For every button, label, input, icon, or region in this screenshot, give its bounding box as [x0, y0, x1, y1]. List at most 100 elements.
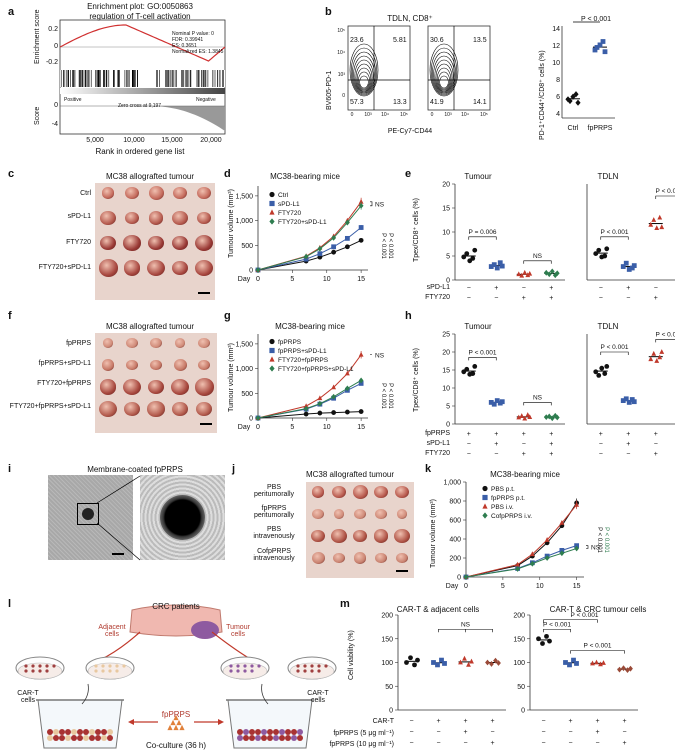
legend-label: FTY720+fpPRPS [278, 357, 329, 364]
gsea-ytick: 0 [54, 43, 58, 50]
scale-bar [112, 553, 124, 555]
dot-point [543, 414, 549, 421]
fpprps-particle [167, 724, 173, 731]
tumour [148, 211, 164, 225]
panel-label-a: a [8, 6, 15, 18]
growth-point [574, 545, 580, 552]
legend-label: sPD-L1 [278, 201, 300, 208]
viability-point [435, 662, 440, 668]
sign-cell: + [467, 431, 471, 438]
growth-point [344, 370, 350, 376]
sign-cell: + [626, 441, 630, 448]
dot-point [546, 413, 552, 420]
cell [243, 669, 247, 673]
growth-point [358, 202, 364, 209]
sign-cell: − [595, 740, 599, 747]
flow-ctrl-contour [353, 55, 375, 94]
arrow-to-well [261, 683, 269, 705]
flow-ctrl-frame [347, 25, 411, 111]
sign-cell: + [522, 431, 526, 438]
sig-label: P < 0.001 [584, 643, 612, 650]
fpprps-particle [176, 719, 182, 726]
dot-point [546, 271, 552, 278]
viability-point [544, 633, 549, 639]
sign-cell: − [467, 451, 471, 458]
chart-e-tumour-title: Tumour [464, 172, 492, 181]
tumour [99, 379, 117, 395]
cell [107, 729, 113, 735]
sign-cell: − [490, 729, 494, 736]
chart-h-tdln-title: TDLN [597, 322, 619, 331]
pval-label: P < 0.001 [603, 527, 609, 553]
ns-label: NS [375, 352, 385, 359]
tumour [124, 401, 140, 417]
growth-ytick: 800 [449, 499, 461, 506]
cell [310, 664, 314, 668]
sign-cell: − [599, 285, 603, 292]
viability-point [617, 666, 622, 673]
photo-f-row: fpPRPS+sPD-L1 [38, 360, 91, 367]
scale-bar [396, 570, 408, 572]
tumour [147, 401, 165, 417]
tumour [375, 508, 387, 520]
sig-bracket [600, 236, 629, 240]
growth-line-2 [465, 504, 577, 578]
chart-h-row: FTY720 [425, 450, 450, 457]
cell [261, 735, 267, 741]
sign-cell: + [436, 718, 440, 725]
dot-point [470, 256, 476, 261]
growth-xtick: 10 [323, 424, 331, 431]
viability-point [489, 661, 494, 667]
growth-point [358, 198, 364, 204]
gsea-xtick: 15,000 [161, 137, 183, 144]
sign-cell: + [522, 295, 526, 302]
quad-ctrl-lr: 13.3 [393, 99, 407, 106]
tumour [195, 260, 213, 276]
sign-cell: + [549, 285, 553, 292]
scale-bar [198, 292, 210, 294]
flow-xtick: 10³ [444, 112, 452, 118]
flow-ctrl-contour [350, 47, 378, 96]
sign-cell: − [409, 740, 413, 747]
growth-point [331, 384, 337, 390]
viability-point [431, 660, 436, 665]
flow-fpprps-contour [429, 43, 459, 97]
growth-xtick: 0 [256, 276, 260, 283]
cell [53, 735, 59, 741]
growth-xtick: 0 [464, 583, 468, 590]
sign-cell: − [654, 441, 658, 448]
growth-line-3 [465, 548, 577, 578]
viability-point [415, 657, 420, 663]
growth-point [358, 409, 364, 414]
cell [38, 664, 42, 668]
ns-label: NS [375, 201, 385, 208]
photo-j-row: CofpPRPS intravenously [253, 548, 295, 562]
growth-ytick: 600 [449, 518, 461, 525]
flow-plots [347, 21, 615, 119]
tumour [174, 338, 186, 348]
cell [83, 735, 89, 741]
tumour [148, 186, 164, 200]
gsea-positive: Positive [64, 97, 82, 103]
cell [291, 729, 297, 735]
ns-bracket [586, 545, 589, 549]
zoom-box [77, 503, 99, 525]
flow-ctrl-contour [358, 71, 370, 90]
dot-point [657, 354, 663, 360]
growth-xtick: 15 [357, 424, 365, 431]
flow-ctrl-contour [356, 67, 372, 91]
sign-cell: − [626, 451, 630, 458]
dot-point [554, 270, 560, 277]
dot-point [519, 272, 525, 278]
zoom-lines [96, 475, 141, 561]
tumour [396, 509, 408, 519]
tumour [195, 234, 213, 252]
growth-point [344, 219, 350, 226]
viability-point [621, 665, 626, 672]
flow-xtick: 10⁴ [461, 112, 469, 118]
photo-c-row: FTY720+sPD-L1 [38, 264, 91, 271]
dot-point [648, 221, 654, 227]
cell [229, 664, 233, 668]
culture-well [227, 699, 313, 749]
gsea-stat: ES: 0.3651 [172, 43, 197, 49]
